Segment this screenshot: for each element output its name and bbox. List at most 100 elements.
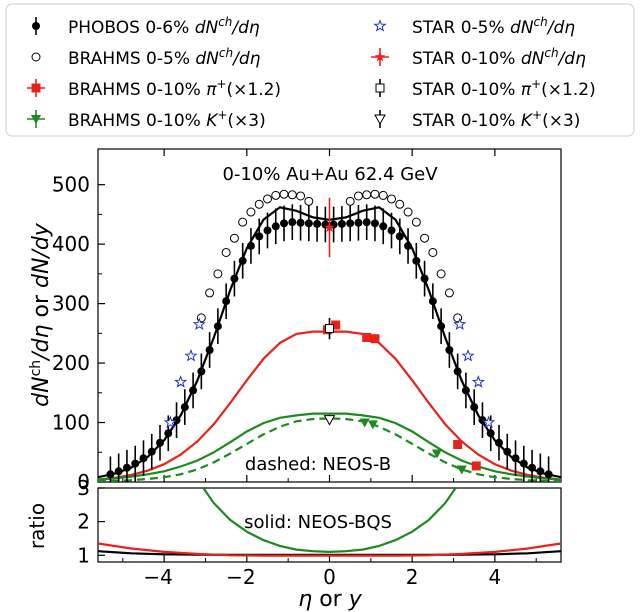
ratio-y-axis-label: ratio [25,503,49,549]
point-brahms_nch [205,288,215,298]
point-brahms_pi [453,440,463,450]
legend-label-brahms_pi: BRAHMS 0-10% π+(×1.2) [68,77,281,100]
point-star_nch5 [461,349,475,362]
point-brahms_nch [436,269,446,279]
point-phobos [156,438,165,447]
legend-label-phobos: PHOBOS 0-6% dNch/dη [68,15,260,38]
point-brahms_k [367,420,378,430]
point-brahms_nch [395,199,405,209]
point-brahms_nch [221,247,231,257]
legend-label-brahms_k: BRAHMS 0-10% K+(×3) [68,108,266,131]
point-phobos [164,429,173,438]
point-star_nch5 [163,415,177,429]
point-brahms_nch [444,288,454,298]
point-star_nch5 [184,349,198,362]
point-brahms_nch [420,233,430,243]
point-phobos [313,219,322,228]
point-phobos [296,218,305,227]
point-phobos [197,367,206,376]
main-y-tick-label: 300 [52,292,90,316]
legend-label-star_nch10: STAR 0-10% dNch/dη [412,46,586,69]
point-star_nch5 [471,375,485,388]
point-phobos [544,470,553,479]
x-tick-label: 0 [323,565,336,589]
point-phobos [222,297,231,306]
legend-marker-star_nch10 [374,51,386,62]
point-brahms_nch [387,194,397,204]
legend-marker-brahms_k [31,115,41,124]
annotation-dashed-model: dashed: NEOS-B [245,454,391,475]
point-phobos [528,463,537,472]
point-brahms_nch [304,196,314,206]
point-phobos [494,438,503,447]
point-phobos [139,454,148,463]
point-phobos [486,429,495,438]
point-phobos [147,447,156,456]
legend-marker-star_nch5 [373,19,387,32]
curve-ratio_pi [98,542,561,557]
point-brahms_nch [246,207,256,217]
point-phobos [412,256,421,265]
point-phobos [114,467,123,476]
point-phobos [511,454,520,463]
point-brahms_nch [229,233,239,243]
point-phobos [255,232,264,241]
point-phobos [503,447,512,456]
annotation-solid-model: solid: NEOS-BQS [244,512,392,533]
point-phobos [263,226,272,235]
legend-box [5,3,635,137]
curve-neos_b_k [98,417,561,482]
point-phobos [288,218,297,227]
ratio-curves [98,488,561,557]
point-brahms_nch [271,190,281,200]
legend-label-star_k: STAR 0-10% K+(×3) [412,108,580,131]
point-phobos [246,241,255,250]
annotation-collision-system: 0-10% Au+Au 62.4 GeV [222,164,438,185]
x-tick-label: 4 [488,565,501,589]
point-brahms_nch [213,269,223,279]
point-phobos [387,226,396,235]
point-phobos [536,467,545,476]
point-star_nch5 [174,375,188,388]
point-star_nch10 [324,221,335,232]
point-phobos [304,219,313,228]
point-brahms_k [456,465,467,475]
legend-marker-phobos [32,22,40,30]
point-brahms_k [431,449,442,459]
point-phobos [370,219,379,228]
legend-marker-brahms_nch [31,52,41,62]
curve-ratio_k [202,488,457,554]
main-data-points [106,189,553,482]
main-y-tick-label: 500 [52,173,90,197]
point-phobos [346,219,355,228]
point-phobos [453,367,462,376]
point-brahms_pi [362,333,372,343]
point-phobos [478,416,487,425]
ratio-y-tick-label: 2 [77,510,90,534]
point-phobos [280,219,289,228]
x-tick-label: −4 [143,565,172,589]
point-brahms_nch [370,189,380,199]
point-brahms_nch [279,189,289,199]
ratio-y-tick-label: 1 [77,543,90,567]
point-brahms_nch [254,199,264,209]
point-phobos [437,322,446,331]
point-phobos [445,345,454,354]
point-phobos [379,222,388,231]
point-brahms_nch [411,217,421,227]
point-phobos [213,322,222,331]
point-phobos [362,218,371,227]
legend-label-star_pi: STAR 0-10% π+(×1.2) [412,77,596,100]
main-y-tick-label: 100 [52,411,90,435]
point-phobos [404,241,413,250]
point-brahms_k [359,418,370,428]
point-star_pi [325,324,334,334]
point-brahms_nch [238,217,248,227]
point-star_nch5 [453,317,467,331]
legend-marker-brahms_pi [31,83,41,93]
point-brahms_nch [378,190,388,200]
point-brahms_nch [296,191,306,201]
point-phobos [395,232,404,241]
point-phobos [420,274,429,283]
